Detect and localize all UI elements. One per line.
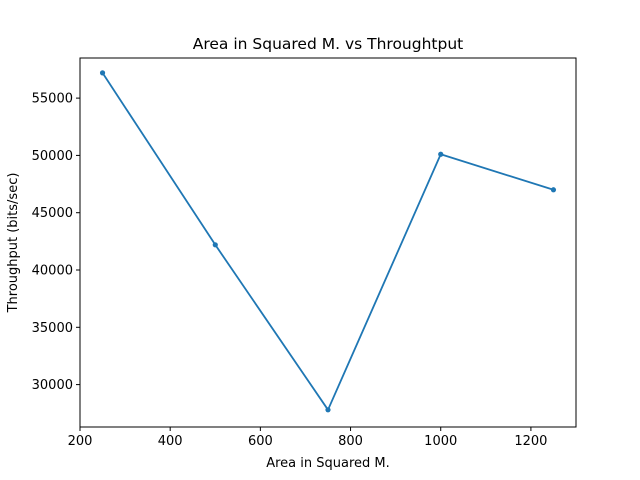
y-tick-label: 55000 — [32, 92, 73, 107]
chart-title: Area in Squared M. vs Throughtput — [193, 35, 464, 53]
y-tick-label: 45000 — [32, 206, 73, 221]
y-tick-label: 30000 — [32, 378, 73, 393]
data-point — [550, 187, 557, 193]
x-tick-label: 1000 — [424, 434, 457, 449]
x-tick-label: 1200 — [514, 434, 547, 449]
data-point — [99, 70, 106, 76]
x-tick-label: 800 — [338, 434, 363, 449]
x-tick-label: 400 — [158, 434, 183, 449]
y-axis-label: Throughput (bits/sec) — [6, 173, 21, 314]
y-tick-label: 35000 — [32, 321, 73, 336]
x-tick-label: 200 — [68, 434, 93, 449]
axes-frame — [79, 57, 577, 428]
x-tick-label: 600 — [248, 434, 273, 449]
data-point — [325, 407, 331, 413]
plot-area: 200 400 600 800 1000 1200 30000 35000 40000 45000… — [32, 70, 557, 449]
y-tick-label: 50000 — [32, 149, 73, 164]
data-point — [212, 242, 218, 248]
data-point — [438, 151, 444, 157]
x-axis-label: Area in Squared M. — [266, 456, 390, 471]
y-tick-label: 40000 — [32, 264, 73, 279]
